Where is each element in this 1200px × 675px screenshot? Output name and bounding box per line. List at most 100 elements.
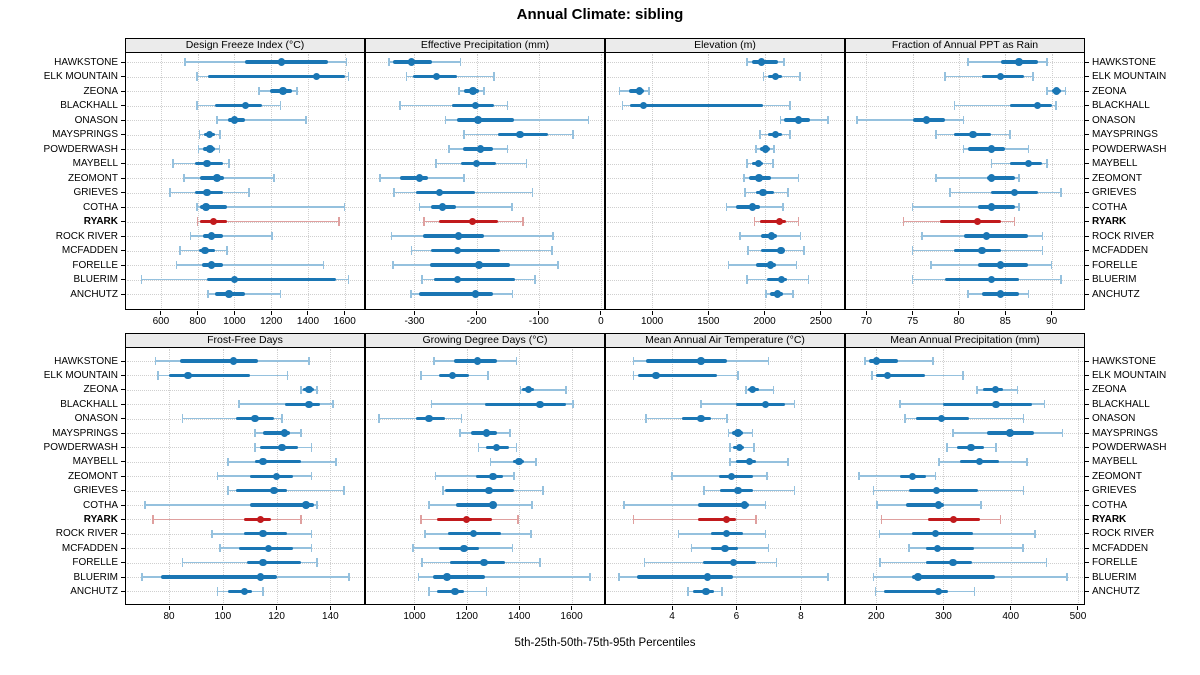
whisker-cap-low (742, 173, 745, 183)
whisker-cap-high (1041, 231, 1044, 241)
whisker-cap-low (779, 115, 782, 125)
whisker-cap-low (141, 572, 143, 582)
median-dot (207, 232, 216, 240)
whisker-cap-high (787, 188, 789, 197)
row-guideline (847, 476, 1083, 478)
site-label-right: BLACKHALL (1092, 398, 1150, 410)
site-label-left: ZEOMONT (68, 470, 118, 482)
median-dot (734, 429, 742, 437)
median-dot (312, 72, 320, 81)
iqr-bar (436, 589, 465, 594)
iqr-bar (909, 488, 978, 493)
whisker-cap-low (197, 144, 200, 154)
iqr-bar (228, 589, 253, 594)
whisker-cap-low (990, 159, 993, 168)
median-dot (476, 145, 485, 153)
median-dot (203, 188, 211, 197)
row-tick-left (121, 264, 125, 266)
iqr-bar (697, 503, 750, 507)
row-guideline (847, 294, 1083, 295)
whisker-cap-high (797, 173, 800, 183)
panel-strip: Growing Degree Days (°C) (365, 333, 605, 348)
whisker-cap-high (827, 115, 829, 125)
axis-tick (1004, 311, 1006, 315)
axis-tick-label: 500 (1069, 611, 1087, 622)
median-dot (472, 159, 481, 168)
plot-title: Annual Climate: sibling (516, 6, 684, 23)
whisker-line (183, 177, 274, 179)
whisker-cap-high (531, 500, 534, 510)
iqr-bar (423, 234, 485, 238)
gridline-vertical (1010, 349, 1012, 603)
whisker-cap-high (1022, 486, 1025, 495)
whisker-cap-high (310, 544, 313, 553)
median-dot (992, 400, 1000, 408)
whisker-cap-low (618, 86, 621, 96)
row-guideline (607, 265, 843, 266)
median-dot (935, 587, 943, 596)
whisker-cap-low (420, 371, 422, 380)
row-tick-right (1085, 547, 1089, 549)
iqr-bar (249, 503, 315, 507)
whisker-cap-low (937, 457, 940, 466)
whisker-cap-high (539, 558, 541, 567)
median-dot (766, 261, 774, 269)
axis-tick (600, 311, 602, 315)
row-tick-left (121, 533, 125, 535)
whisker-line (858, 475, 936, 477)
site-label-left: GRIEVES (73, 187, 118, 198)
row-tick-left (121, 134, 125, 135)
whisker-cap-low (632, 515, 635, 524)
median-dot (702, 587, 710, 596)
panel-frame (605, 52, 845, 310)
iqr-bar (433, 277, 516, 282)
site-label-left: ANCHUTZ (70, 585, 118, 597)
row-tick-left (121, 475, 125, 477)
whisker-line (445, 119, 589, 121)
median-dot (205, 130, 214, 139)
site-label-right: GRIEVES (1092, 485, 1137, 497)
median-dot (443, 573, 451, 581)
whisker-cap-low (181, 414, 184, 423)
iqr-bar (636, 575, 734, 579)
row-tick-left (121, 192, 125, 193)
whisker-cap-high (310, 472, 313, 481)
median-dot (767, 232, 776, 240)
median-dot (471, 290, 480, 298)
whisker-cap-high (995, 443, 997, 452)
site-label-right: ZEOMONT (1092, 172, 1142, 184)
iqr-bar (439, 546, 479, 550)
site-label-left: ZEONA (83, 85, 118, 97)
whisker-cap-high (962, 371, 964, 380)
iqr-bar (752, 60, 779, 64)
gridline-vertical (519, 349, 521, 603)
whisker-cap-high (775, 558, 778, 567)
axis-tick (466, 606, 468, 610)
iqr-bar (945, 277, 1020, 282)
median-dot (761, 400, 770, 408)
whisker-cap-low (746, 57, 748, 67)
whisker-cap-low (935, 173, 937, 183)
median-dot (883, 371, 892, 380)
whisker-cap-low (424, 529, 426, 538)
whisker-cap-low (622, 500, 625, 510)
axis-tick-label: 1000 (640, 316, 664, 327)
axis-tick-label: 8 (798, 611, 804, 622)
row-guideline (127, 447, 363, 449)
gridline-vertical (414, 54, 416, 308)
median-dot (259, 558, 267, 567)
row-guideline (607, 591, 843, 593)
whisker-cap-low (677, 529, 680, 538)
iqr-bar (215, 103, 262, 108)
median-dot (485, 486, 493, 495)
whisker-cap-low (690, 544, 693, 553)
whisker-cap-high (797, 217, 800, 226)
whisker-line (857, 119, 964, 121)
whisker-cap-low (700, 400, 702, 409)
row-guideline (607, 91, 843, 92)
site-label-right: HAWKSTONE (1092, 56, 1156, 68)
whisker-cap-low (872, 486, 875, 495)
row-tick-right (1085, 221, 1089, 222)
whisker-cap-low (729, 443, 731, 452)
whisker-cap-low (727, 260, 730, 270)
